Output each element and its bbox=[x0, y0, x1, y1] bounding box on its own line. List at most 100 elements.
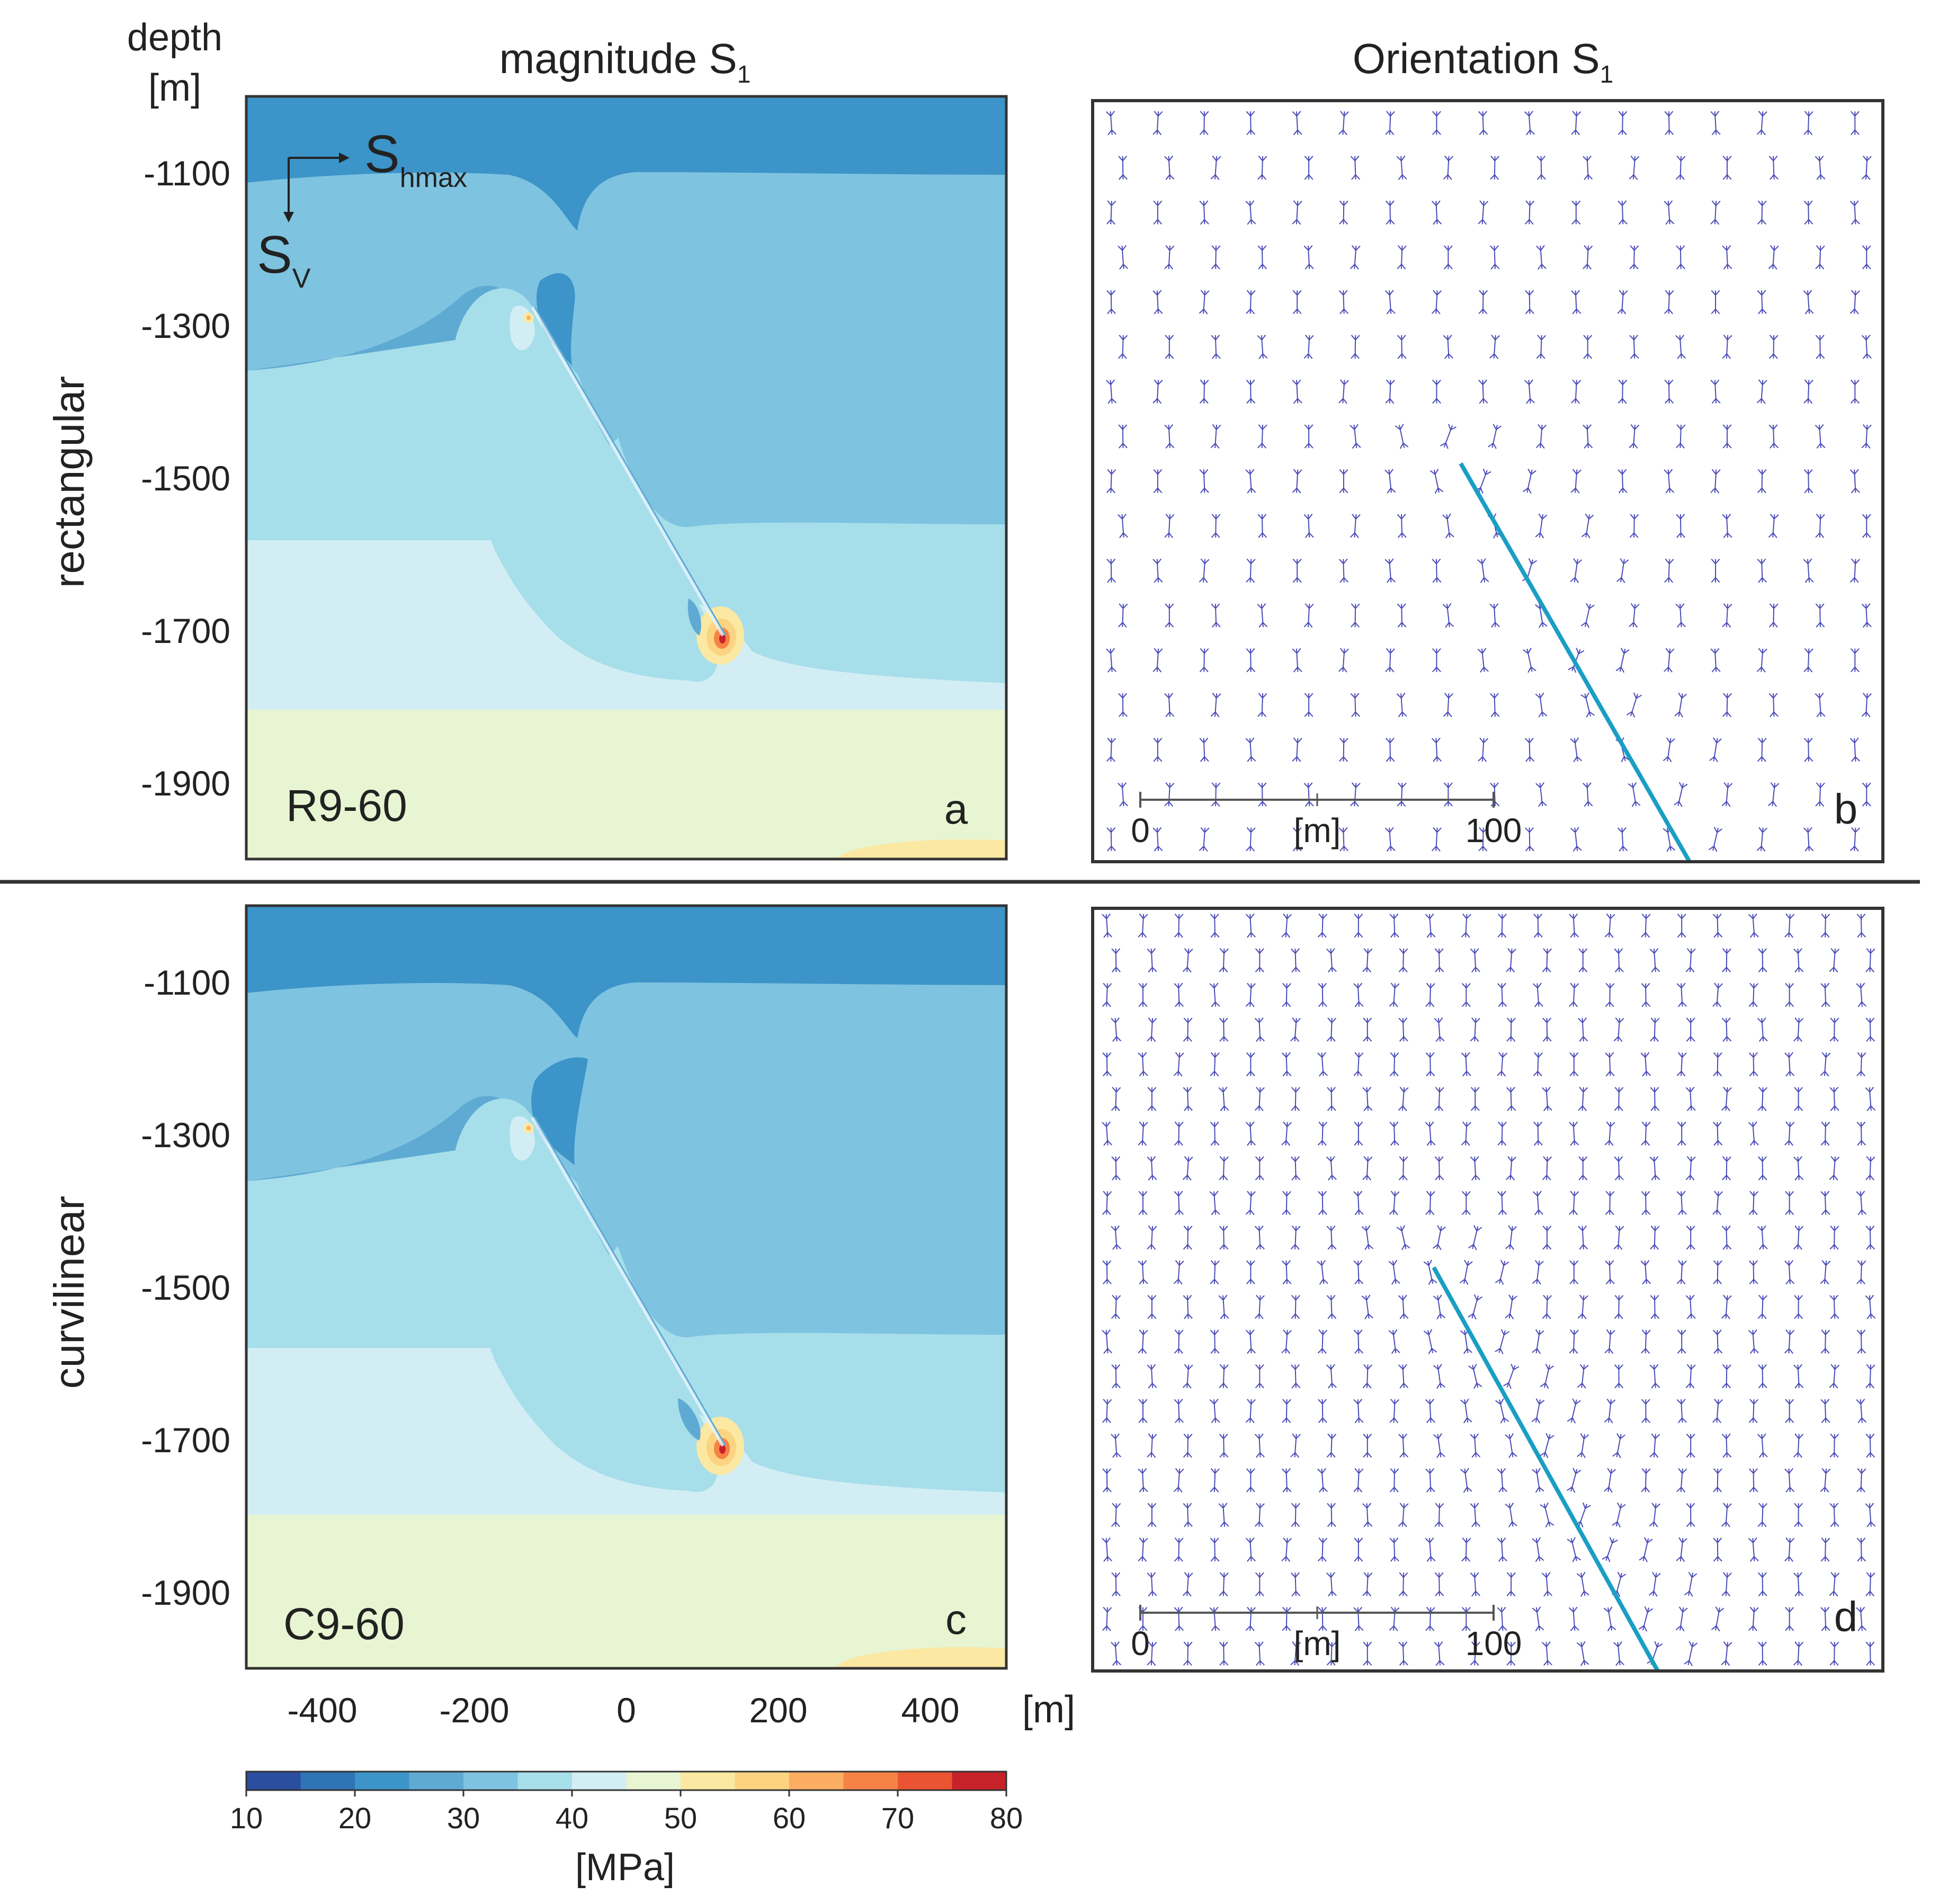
orientation-glyph bbox=[1820, 1052, 1831, 1077]
orientation-glyph bbox=[1326, 1294, 1337, 1319]
orientation-glyph bbox=[1292, 648, 1302, 673]
orientation-glyph bbox=[1153, 738, 1163, 762]
orientation-glyph bbox=[1317, 913, 1328, 938]
orientation-glyph bbox=[1721, 1225, 1732, 1250]
scale-bar-unit-d: [m] bbox=[1294, 1624, 1341, 1662]
orientation-glyph bbox=[1152, 648, 1163, 673]
orientation-glyph bbox=[1757, 1017, 1768, 1042]
orientation-glyph bbox=[1533, 982, 1543, 1007]
orientation-glyph bbox=[1803, 290, 1814, 315]
orientation-glyph bbox=[1602, 1537, 1618, 1562]
orientation-glyph bbox=[1605, 982, 1615, 1007]
orientation-glyph bbox=[1650, 1017, 1660, 1042]
orientation-glyph bbox=[1434, 1017, 1445, 1042]
orientation-glyph bbox=[1490, 156, 1499, 180]
orientation-glyph bbox=[1152, 379, 1163, 404]
orientation-glyph bbox=[1580, 603, 1595, 628]
orientation-glyph bbox=[1281, 1121, 1292, 1146]
orientation-glyph bbox=[1639, 1537, 1653, 1562]
orientation-glyph bbox=[1721, 1086, 1732, 1112]
orientation-glyph bbox=[1246, 1052, 1255, 1077]
orientation-glyph bbox=[1138, 1329, 1148, 1354]
orientation-glyph bbox=[1712, 1121, 1723, 1146]
orientation-glyph bbox=[1210, 1121, 1220, 1146]
orientation-glyph bbox=[1102, 1260, 1112, 1285]
orientation-glyph bbox=[1794, 1503, 1803, 1527]
orientation-glyph bbox=[1803, 469, 1813, 494]
orientation-glyph bbox=[1246, 111, 1256, 136]
orientation-glyph bbox=[1182, 1572, 1193, 1597]
orientation-glyph bbox=[1138, 1191, 1148, 1215]
orientation-glyph bbox=[1865, 1294, 1876, 1319]
orientation-glyph bbox=[1164, 245, 1175, 270]
orientation-glyph bbox=[1856, 982, 1867, 1007]
orientation-glyph bbox=[1820, 1399, 1830, 1423]
orientation-glyph bbox=[1571, 111, 1581, 136]
orientation-glyph bbox=[1578, 948, 1588, 972]
orientation-glyph bbox=[1433, 1225, 1446, 1250]
orientation-glyph bbox=[1820, 1606, 1830, 1631]
orientation-glyph bbox=[1616, 558, 1629, 584]
orientation-glyph bbox=[1255, 1572, 1264, 1597]
orientation-glyph bbox=[1362, 948, 1373, 973]
orientation-glyph bbox=[1793, 948, 1804, 973]
orientation-glyph bbox=[1712, 982, 1723, 1007]
y-tick-label: -1700 bbox=[141, 1420, 230, 1460]
orientation-glyph bbox=[1712, 1191, 1723, 1215]
colorbar-ticks: 10 20 30 40 50 60 70 80 bbox=[230, 1790, 1023, 1835]
orientation-glyph bbox=[1638, 1606, 1654, 1632]
orientation-glyph bbox=[1629, 335, 1639, 359]
orientation-glyph bbox=[1524, 737, 1535, 762]
orientation-glyph bbox=[1686, 1017, 1695, 1042]
orientation-glyph bbox=[1339, 737, 1348, 762]
orientation-glyph bbox=[1338, 290, 1349, 315]
orientation-glyph bbox=[1111, 1156, 1121, 1181]
orientation-glyph bbox=[1291, 1503, 1300, 1527]
orientation-glyph bbox=[1757, 948, 1767, 972]
orientation-glyph bbox=[1567, 1537, 1581, 1562]
orientation-glyph bbox=[1102, 913, 1113, 938]
orientation-glyph bbox=[1211, 335, 1221, 359]
orientation-glyph bbox=[1303, 603, 1314, 628]
orientation-glyph bbox=[1102, 1191, 1112, 1215]
orientation-glyph bbox=[1711, 1606, 1724, 1632]
orientation-glyph bbox=[1650, 1225, 1660, 1250]
orientation-glyph bbox=[1443, 693, 1453, 718]
orientation-glyph bbox=[1395, 424, 1409, 449]
orientation-glyph bbox=[1749, 1260, 1758, 1285]
orientation-glyph bbox=[1756, 648, 1767, 673]
orientation-glyph bbox=[1676, 1537, 1687, 1562]
orientation-glyph bbox=[1183, 1087, 1193, 1111]
orientation-glyph bbox=[1685, 948, 1696, 973]
orientation-glyph bbox=[1282, 1260, 1292, 1285]
orientation-glyph bbox=[1363, 1641, 1372, 1666]
orientation-glyph bbox=[1861, 603, 1872, 628]
orientation-glyph bbox=[1199, 379, 1209, 404]
s-v-label: SV bbox=[257, 225, 311, 294]
orientation-glyph bbox=[1613, 1225, 1624, 1250]
orientation-glyph bbox=[1106, 827, 1116, 852]
orientation-glyph bbox=[1648, 1571, 1661, 1597]
orientation-glyph bbox=[1536, 156, 1546, 180]
orientation-glyph bbox=[1865, 1156, 1875, 1181]
case-label-c: C9-60 bbox=[283, 1599, 405, 1649]
orientation-glyph bbox=[1478, 827, 1488, 852]
orientation-glyph bbox=[1147, 1225, 1157, 1250]
orientation-glyph bbox=[1152, 827, 1163, 852]
orientation-glyph bbox=[1210, 1260, 1220, 1285]
orientation-glyph bbox=[1497, 913, 1507, 938]
orientation-glyph bbox=[1350, 693, 1361, 718]
colorbar-tick-label: 20 bbox=[338, 1801, 371, 1835]
orientation-glyph bbox=[1350, 513, 1361, 539]
orientation-glyph bbox=[1398, 1433, 1409, 1458]
orientation-glyph bbox=[1433, 1294, 1445, 1320]
orientation-glyph bbox=[1497, 1468, 1507, 1493]
orientation-glyph bbox=[1567, 1468, 1581, 1493]
orientation-glyph bbox=[1570, 737, 1582, 763]
orientation-glyph bbox=[1147, 948, 1157, 973]
orientation-glyph bbox=[1581, 513, 1594, 539]
orientation-glyph bbox=[1174, 1191, 1184, 1215]
orientation-glyph bbox=[1829, 1156, 1840, 1181]
orientation-glyph bbox=[1569, 1260, 1579, 1284]
orientation-glyph bbox=[1489, 782, 1500, 807]
